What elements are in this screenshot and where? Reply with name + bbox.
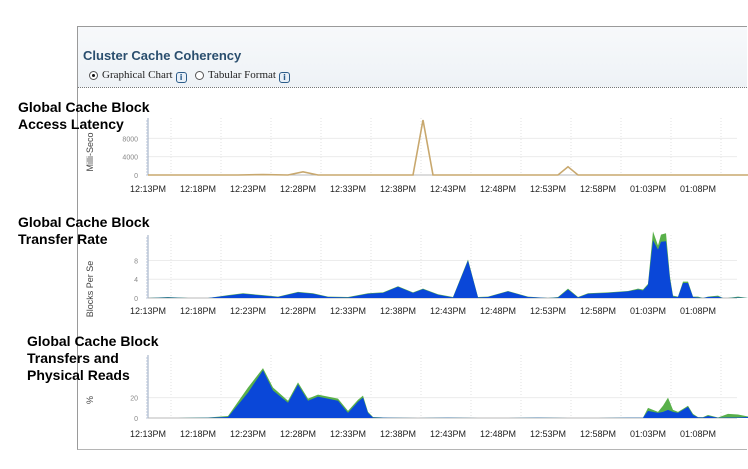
x-tick-label: 12:38PM: [380, 429, 416, 439]
view-option-graphical[interactable]: Graphical Chart i: [89, 67, 187, 83]
y-tick-label: 0: [134, 296, 138, 303]
y-tick-label: 4: [134, 277, 138, 284]
plot-area: [148, 118, 737, 175]
graphical-chart-radio[interactable]: [89, 70, 98, 80]
x-tick-label: 12:33PM: [330, 184, 366, 194]
x-tick-label: 01:03PM: [630, 184, 666, 194]
x-tick-label: 12:33PM: [330, 429, 366, 439]
x-tick-label: 12:58PM: [580, 184, 616, 194]
y-axis-title: Blocks Per Se: [85, 261, 95, 318]
x-tick-label: 01:03PM: [630, 306, 666, 316]
tabular-format-radio[interactable]: [195, 70, 204, 80]
x-tick-label: 12:43PM: [430, 184, 466, 194]
info-icon[interactable]: i: [278, 72, 290, 83]
x-tick-label: 12:48PM: [480, 429, 516, 439]
x-tick-label: 12:48PM: [480, 306, 516, 316]
x-tick-label: 12:53PM: [530, 429, 566, 439]
x-tick-label: 12:38PM: [380, 306, 416, 316]
x-tick-label: 12:43PM: [430, 429, 466, 439]
x-tick-label: 01:08PM: [680, 184, 716, 194]
x-tick-label: 12:33PM: [330, 306, 366, 316]
y-tick-label: 0: [134, 416, 138, 423]
region-header: Cluster Cache Coherency Graphical Chart …: [78, 27, 747, 88]
chart-title-access-latency: Global Cache Block Access Latency: [18, 99, 150, 132]
x-tick-label: 12:13PM: [130, 429, 166, 439]
x-tick-label: 12:18PM: [180, 306, 216, 316]
x-tick-label: 12:23PM: [230, 184, 266, 194]
x-tick-label: 01:08PM: [680, 429, 716, 439]
tabular-format-label[interactable]: Tabular Format: [208, 69, 276, 81]
x-tick-label: 12:18PM: [180, 184, 216, 194]
chart-title-transfer-rate: Global Cache Block Transfer Rate: [18, 214, 150, 247]
x-tick-label: 01:08PM: [680, 306, 716, 316]
view-option-tabular[interactable]: Tabular Format i: [195, 67, 290, 83]
series-area: [148, 240, 748, 298]
y-tick-label: 8000: [122, 136, 138, 143]
x-tick-label: 12:23PM: [230, 306, 266, 316]
y-tick-label: 0: [134, 173, 138, 180]
x-tick-label: 12:13PM: [130, 184, 166, 194]
x-tick-label: 12:28PM: [280, 429, 316, 439]
series-area: [148, 370, 748, 418]
x-tick-label: 12:28PM: [280, 306, 316, 316]
x-tick-label: 12:23PM: [230, 429, 266, 439]
x-tick-label: 12:53PM: [530, 306, 566, 316]
graphical-chart-label[interactable]: Graphical Chart: [102, 69, 173, 81]
plot-area: [148, 235, 737, 298]
y-tick-label: 20: [130, 396, 138, 403]
x-tick-label: 12:58PM: [580, 306, 616, 316]
x-tick-label: 12:38PM: [380, 184, 416, 194]
x-tick-label: 12:48PM: [480, 184, 516, 194]
x-tick-label: 12:58PM: [580, 429, 616, 439]
chart-title-transfers-physical-reads: Global Cache Block Transfers and Physica…: [27, 333, 159, 383]
info-icon[interactable]: i: [175, 72, 187, 83]
x-tick-label: 12:18PM: [180, 429, 216, 439]
x-tick-label: 01:03PM: [630, 429, 666, 439]
y-tick-label: 4000: [122, 155, 138, 162]
x-tick-label: 12:43PM: [430, 306, 466, 316]
y-tick-label: 8: [134, 258, 138, 265]
region-title: Cluster Cache Coherency: [83, 48, 242, 63]
y-axis-title: Milli-Seco: [85, 132, 95, 171]
x-tick-label: 12:13PM: [130, 306, 166, 316]
x-tick-label: 12:53PM: [530, 184, 566, 194]
series-line: [148, 119, 748, 176]
x-tick-label: 12:28PM: [280, 184, 316, 194]
y-axis-title: %: [85, 396, 95, 404]
